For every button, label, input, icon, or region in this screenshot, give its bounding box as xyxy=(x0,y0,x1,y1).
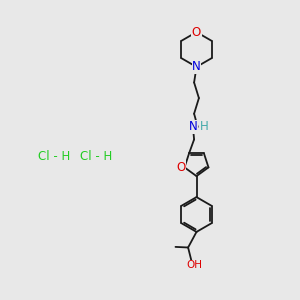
Text: O: O xyxy=(192,26,201,39)
Text: OH: OH xyxy=(186,260,202,271)
Text: N: N xyxy=(189,121,198,134)
Text: Cl - H: Cl - H xyxy=(38,149,70,163)
Text: H: H xyxy=(200,121,209,134)
Text: O: O xyxy=(176,161,185,174)
Text: Cl - H: Cl - H xyxy=(80,149,112,163)
Text: N: N xyxy=(192,60,201,74)
